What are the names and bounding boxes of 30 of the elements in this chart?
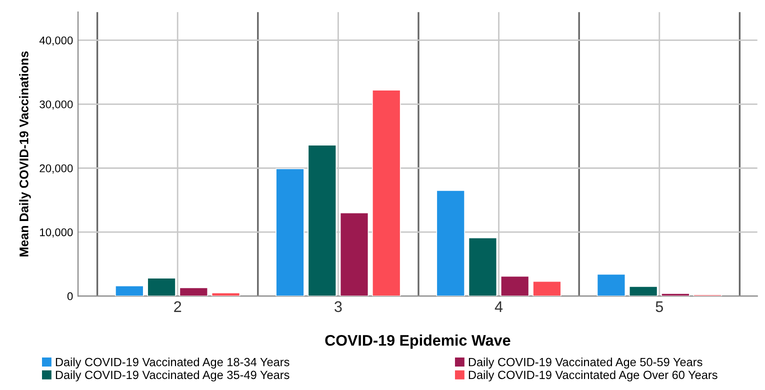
bar [468,237,498,296]
bar [532,280,562,296]
bar [596,274,626,296]
bar [308,144,337,296]
bar [628,286,658,296]
y-tick-label: 40,000 [39,36,73,46]
y-tick-label: 20,000 [40,164,73,174]
bar [211,292,240,296]
bar [179,287,208,296]
bar [276,168,304,296]
legend-label: Daily COVID-19 Vaccinated Age 18-34 Years [56,358,290,369]
legend-label: Daily COVID-19 Vaccintated Age Over 60 Years [468,370,718,382]
y-axis-title: Mean Daily COVID-19 Vaccinations [19,51,31,256]
bar [115,285,144,296]
bar [500,276,530,296]
y-tick-label: 0 [67,292,73,300]
legend-label: Daily COVID-19 Vaccinated Age 50-59 Years [468,358,702,369]
x-tick-label: 4 [494,301,503,312]
x-axis-title: COVID-19 Epidemic Wave [325,334,510,349]
x-tick-label: 3 [334,301,342,312]
bar [372,90,401,296]
bar [661,293,690,296]
y-tick-label: 10,000 [40,228,73,238]
bar [436,190,466,296]
x-tick-label: 5 [656,301,663,312]
x-tick-label: 2 [174,301,182,312]
legend-label: Daily COVID-19 Vaccinated Age 35-49 Years [56,370,290,382]
y-tick-label: 30,000 [40,100,73,110]
bar [147,278,176,296]
bar [340,212,369,296]
